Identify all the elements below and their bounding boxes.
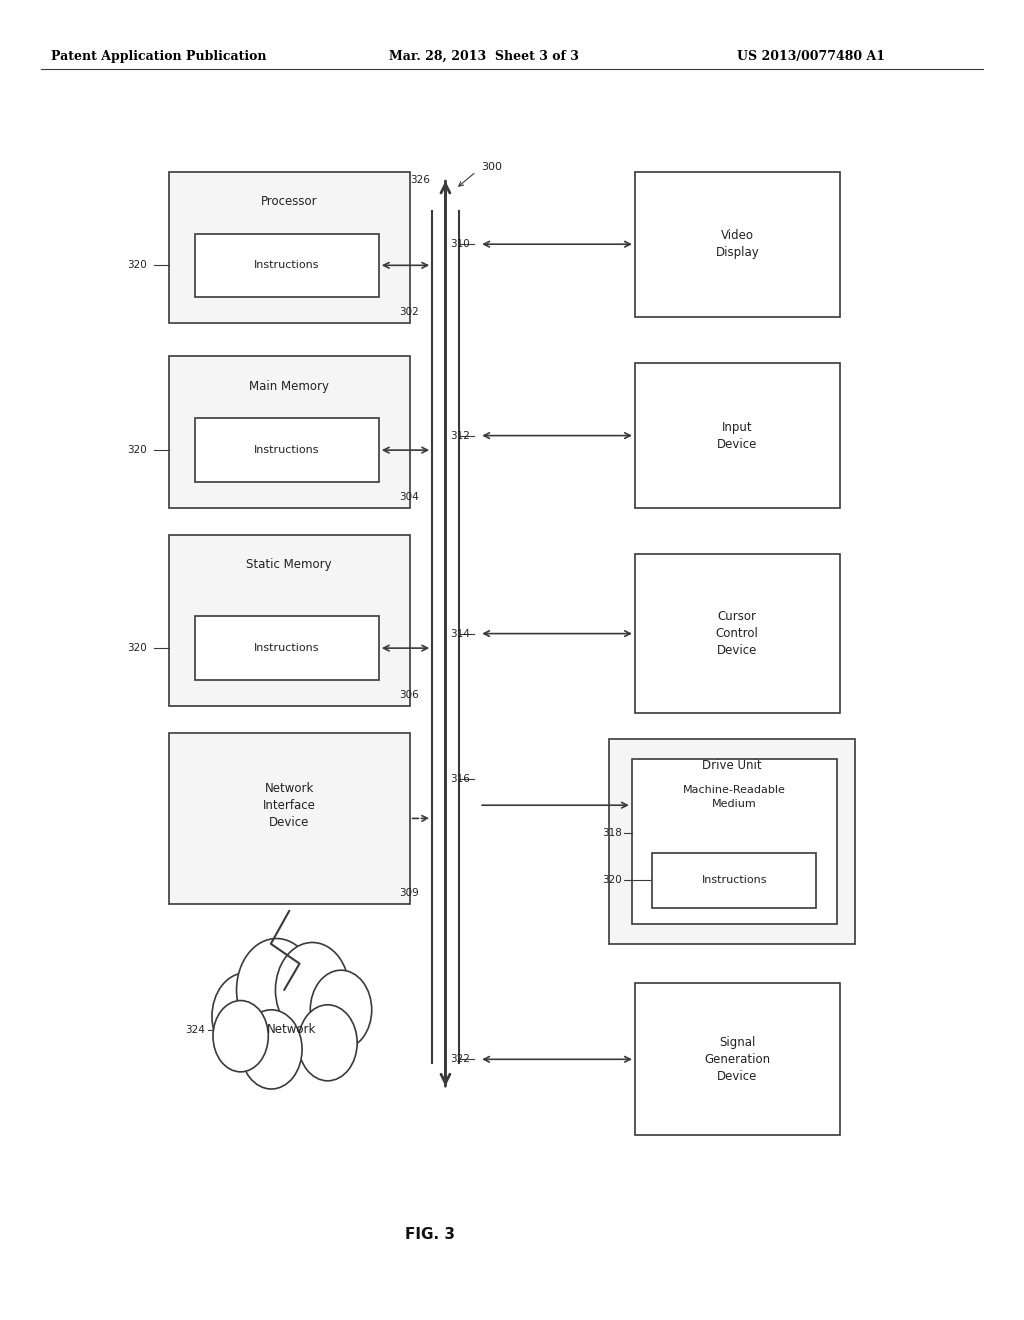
Text: 300: 300 [481,161,503,172]
Text: Mar. 28, 2013  Sheet 3 of 3: Mar. 28, 2013 Sheet 3 of 3 [389,50,579,63]
Text: 310: 310 [451,239,470,249]
Text: 304: 304 [399,491,419,502]
FancyBboxPatch shape [169,733,410,904]
FancyBboxPatch shape [635,172,840,317]
Text: 302: 302 [399,306,419,317]
Text: Instructions: Instructions [254,445,319,455]
Circle shape [275,942,349,1038]
Text: 320: 320 [127,643,146,653]
Text: Main Memory: Main Memory [249,380,330,393]
Text: Cursor
Control
Device: Cursor Control Device [716,610,759,657]
Text: 320: 320 [127,260,146,271]
Text: Static Memory: Static Memory [247,558,332,572]
Circle shape [298,1005,357,1081]
FancyBboxPatch shape [635,363,840,508]
Circle shape [213,1001,268,1072]
Circle shape [237,939,316,1041]
Circle shape [212,973,280,1060]
Text: Instructions: Instructions [254,260,319,271]
FancyBboxPatch shape [195,418,379,482]
Text: Drive Unit: Drive Unit [702,759,762,772]
Text: Network
Interface
Device: Network Interface Device [263,781,315,829]
FancyBboxPatch shape [195,234,379,297]
FancyBboxPatch shape [609,739,855,944]
Text: 318: 318 [602,828,622,838]
Circle shape [310,970,372,1049]
Text: 306: 306 [399,689,419,700]
FancyBboxPatch shape [632,759,837,924]
FancyBboxPatch shape [195,616,379,680]
Text: Machine-Readable
Medium: Machine-Readable Medium [683,785,785,809]
Text: Processor: Processor [261,195,317,209]
Text: Signal
Generation
Device: Signal Generation Device [705,1036,770,1082]
Text: 312: 312 [451,430,470,441]
Text: 322: 322 [451,1055,470,1064]
FancyBboxPatch shape [635,983,840,1135]
Text: US 2013/0077480 A1: US 2013/0077480 A1 [737,50,886,63]
Text: Instructions: Instructions [701,875,767,886]
Text: 320: 320 [602,875,622,886]
Text: Network: Network [267,1023,316,1036]
Text: Input
Device: Input Device [717,421,758,450]
Text: Patent Application Publication: Patent Application Publication [51,50,266,63]
Text: 314: 314 [451,628,470,639]
Circle shape [241,1010,302,1089]
Text: 320: 320 [127,445,146,455]
FancyBboxPatch shape [169,356,410,508]
Text: Video
Display: Video Display [716,230,759,259]
Text: Instructions: Instructions [254,643,319,653]
Text: 326: 326 [411,174,430,185]
Text: 324: 324 [185,1024,205,1035]
Text: 316: 316 [451,774,470,784]
Text: FIG. 3: FIG. 3 [406,1226,455,1242]
FancyBboxPatch shape [169,172,410,323]
FancyBboxPatch shape [169,535,410,706]
Text: 309: 309 [399,887,419,898]
FancyBboxPatch shape [635,554,840,713]
FancyBboxPatch shape [652,853,816,908]
